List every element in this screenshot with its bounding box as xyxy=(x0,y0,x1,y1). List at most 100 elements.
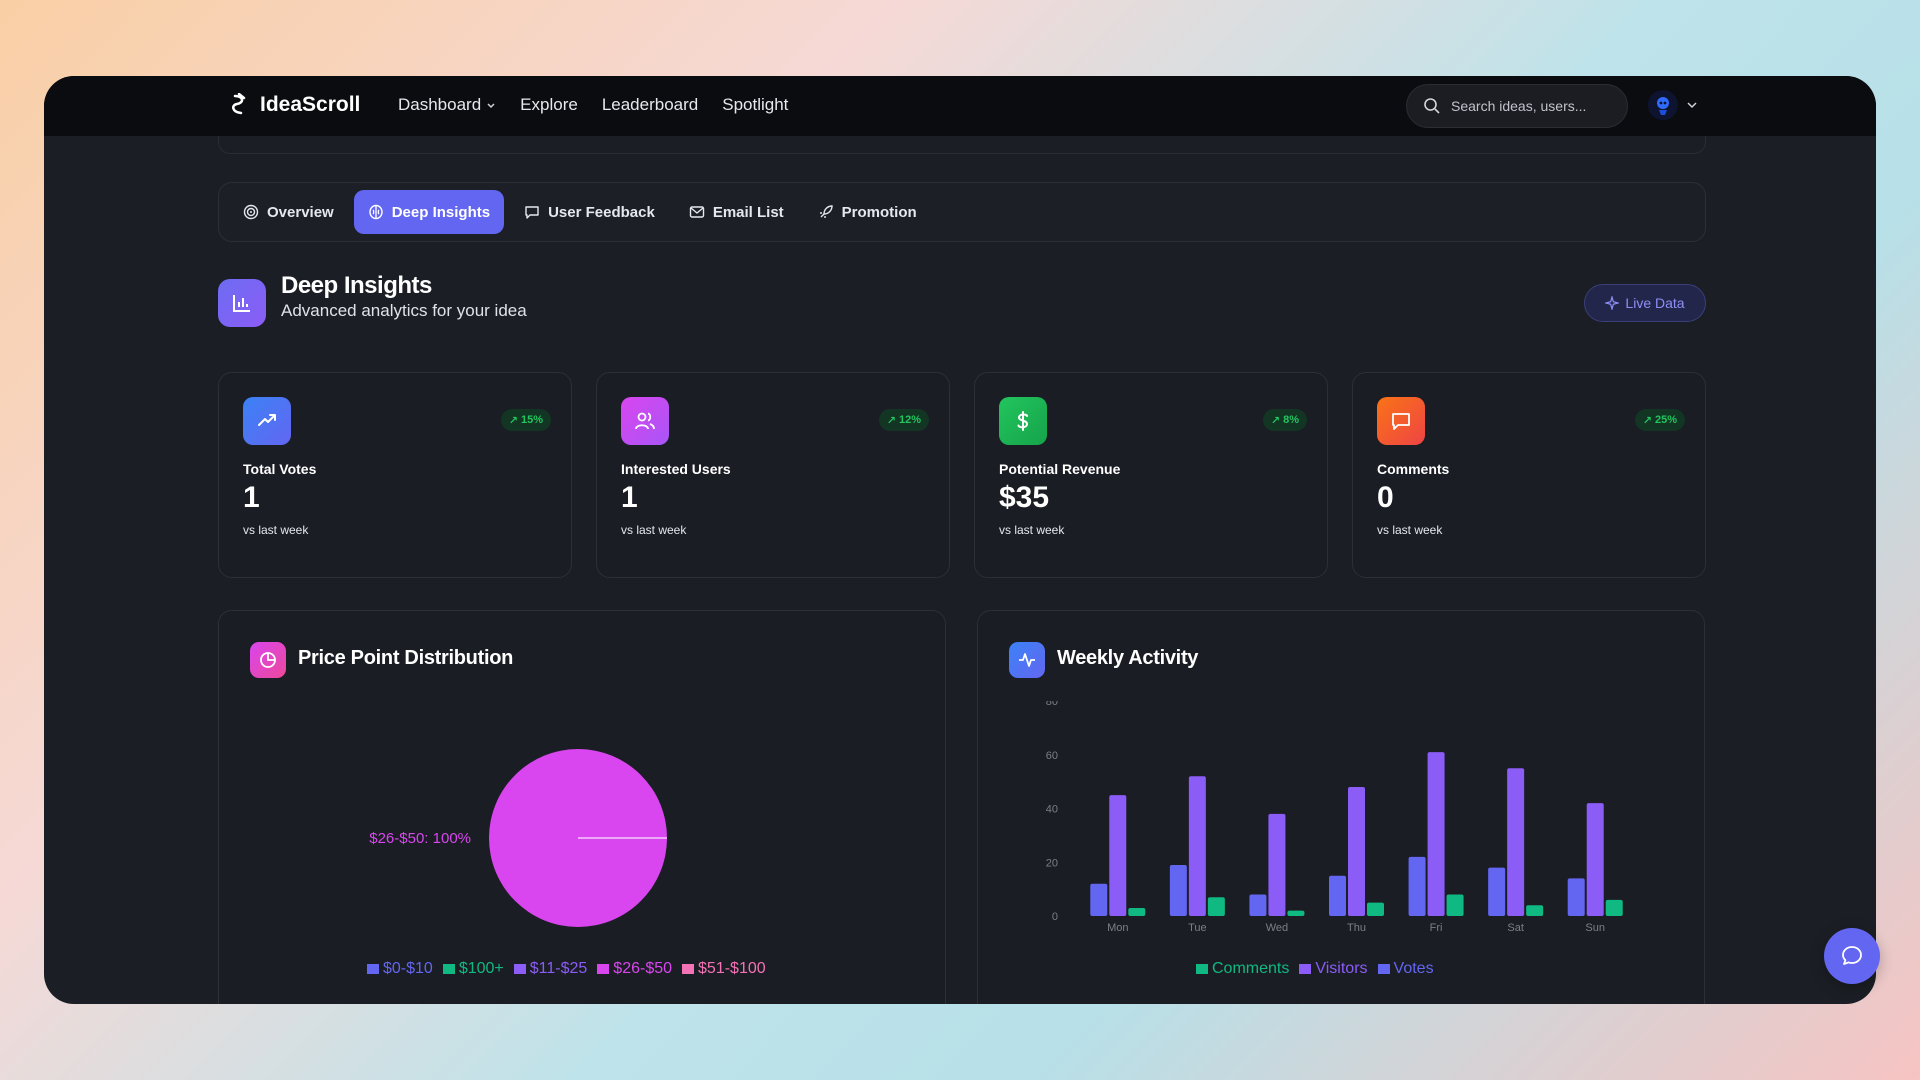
activity-icon xyxy=(1009,642,1045,678)
legend-item[interactable]: Votes xyxy=(1377,960,1434,978)
y-tick-label: 0 xyxy=(1052,911,1058,923)
search-input[interactable] xyxy=(1451,98,1611,114)
bar-comments xyxy=(1367,902,1384,916)
target-icon xyxy=(243,204,259,220)
user-menu[interactable] xyxy=(1648,90,1698,120)
bar-votes xyxy=(1567,878,1585,916)
message-square-icon xyxy=(525,206,539,219)
legend-item[interactable]: Comments xyxy=(1196,960,1289,978)
legend-label: Visitors xyxy=(1315,960,1368,977)
legend-swatch xyxy=(1377,964,1390,974)
stat-card-total-votes: ↗ 15% Total Votes 1 vs last week xyxy=(218,372,572,578)
nav-dashboard[interactable]: Dashboard xyxy=(398,95,496,115)
bar-comments xyxy=(1605,899,1623,916)
brain-icon xyxy=(369,204,383,220)
bar-votes xyxy=(1488,867,1506,916)
change-badge: ↗ 12% xyxy=(878,409,929,431)
page-title: Deep Insights xyxy=(281,272,432,299)
bar-visitors xyxy=(1188,776,1206,916)
nav-dashboard-label: Dashboard xyxy=(398,95,482,114)
legend-item[interactable]: $26-$50 xyxy=(597,960,672,978)
tab-user-feedback-label: User Feedback xyxy=(548,203,655,221)
legend-item[interactable]: $51-$100 xyxy=(682,960,766,978)
users-icon xyxy=(621,397,669,445)
x-tick-label: Sat xyxy=(1507,922,1524,934)
stat-card-comments: ↗ 25% Comments 0 vs last week xyxy=(1352,372,1706,578)
bar-comments xyxy=(1446,894,1464,916)
bar-votes xyxy=(1408,856,1426,916)
bar-visitors xyxy=(1507,768,1525,916)
stat-label: Potential Revenue xyxy=(999,461,1121,477)
legend-label: Votes xyxy=(1393,960,1434,977)
change-badge: ↗ 8% xyxy=(1262,409,1307,431)
top-navbar: IdeaScroll Dashboard Explore Leaderboard… xyxy=(44,76,1876,136)
logo-icon xyxy=(232,93,246,115)
change-value: 12% xyxy=(898,414,921,426)
price-pie-chart: $26-$50: 100% xyxy=(369,749,667,927)
y-tick-label: 80 xyxy=(1046,701,1058,708)
chevron-down-icon xyxy=(1687,102,1697,109)
bar-votes xyxy=(1169,864,1187,916)
logo[interactable]: IdeaScroll xyxy=(230,93,360,117)
weekly-bar-chart: 0 20 40 60 80 Mon Tue Wed Thu Fri Sat Sun xyxy=(1046,701,1623,934)
y-tick-label: 20 xyxy=(1046,857,1058,869)
arrow-up-right-icon: ↗ xyxy=(1642,414,1652,427)
change-badge: ↗ 25% xyxy=(1634,409,1685,431)
arrow-up-right-icon: ↗ xyxy=(508,414,518,427)
collapsed-panel-edge xyxy=(218,136,1706,154)
legend-item[interactable]: $100+ xyxy=(442,960,504,978)
stat-value: $35 xyxy=(999,481,1050,514)
legend-label: $11-$25 xyxy=(529,960,588,977)
x-tick-label: Mon xyxy=(1107,922,1128,934)
bar-comments xyxy=(1207,897,1225,916)
tab-deep-insights[interactable]: Deep Insights xyxy=(353,190,505,234)
stat-card-interested-users: ↗ 12% Interested Users 1 vs last week xyxy=(596,372,950,578)
chat-button[interactable] xyxy=(1824,928,1880,984)
legend-label: $51-$100 xyxy=(698,960,766,977)
legend-item[interactable]: $11-$25 xyxy=(513,960,588,978)
bar-visitors xyxy=(1348,787,1365,916)
y-tick-label: 60 xyxy=(1046,750,1058,762)
legend-swatch xyxy=(513,964,526,974)
change-badge: ↗ 15% xyxy=(500,409,551,431)
bar-comments xyxy=(1526,905,1544,916)
stat-value: 1 xyxy=(621,481,638,514)
legend-swatch xyxy=(367,964,379,974)
search-box[interactable] xyxy=(1406,84,1628,128)
stat-subtext: vs last week xyxy=(1377,523,1443,537)
tab-user-feedback[interactable]: User Feedback xyxy=(510,190,669,234)
change-value: 8% xyxy=(1283,414,1299,426)
x-tick-label: Tue xyxy=(1188,922,1207,934)
message-square-icon xyxy=(1377,397,1425,445)
chevron-down-icon xyxy=(487,103,495,109)
bar-visitors xyxy=(1427,752,1445,916)
weekly-activity-panel: Weekly Activity 0 20 40 60 80 Mon Tue Wed Thu Fri… xyxy=(977,610,1705,1004)
pie-slice-label: $26-$50: 100% xyxy=(369,830,471,847)
insight-tabs: Overview Deep Insights User Feedback Ema… xyxy=(218,182,1706,242)
search-icon xyxy=(1424,98,1440,114)
x-tick-label: Fri xyxy=(1430,922,1443,934)
price-distribution-panel: Price Point Distribution $26-$50: 100% $… xyxy=(218,610,946,1004)
legend-label: $100+ xyxy=(458,960,504,977)
tab-overview-label: Overview xyxy=(267,203,334,221)
nav-leaderboard[interactable]: Leaderboard xyxy=(601,95,699,114)
bar-visitors xyxy=(1109,795,1127,916)
logo-text: IdeaScroll xyxy=(260,93,361,116)
tab-email-list[interactable]: Email List xyxy=(675,190,798,234)
tab-overview[interactable]: Overview xyxy=(229,190,348,234)
stat-value: 0 xyxy=(1377,481,1394,514)
trending-up-icon xyxy=(243,397,291,445)
nav-spotlight[interactable]: Spotlight xyxy=(722,95,789,114)
stat-value: 1 xyxy=(243,481,260,514)
avatar-robot-icon xyxy=(1657,97,1669,115)
bar-comments xyxy=(1287,910,1305,916)
arrow-up-right-icon: ↗ xyxy=(886,414,896,427)
tab-promotion[interactable]: Promotion xyxy=(804,190,931,234)
panel-title: Price Point Distribution xyxy=(298,647,514,669)
bar-visitors xyxy=(1586,803,1604,916)
live-data-button[interactable]: Live Data xyxy=(1584,284,1706,322)
tab-promotion-label: Promotion xyxy=(841,203,917,221)
nav-explore[interactable]: Explore xyxy=(520,95,578,114)
legend-item[interactable]: $0-$10 xyxy=(367,960,433,978)
legend-item[interactable]: Visitors xyxy=(1299,960,1368,978)
